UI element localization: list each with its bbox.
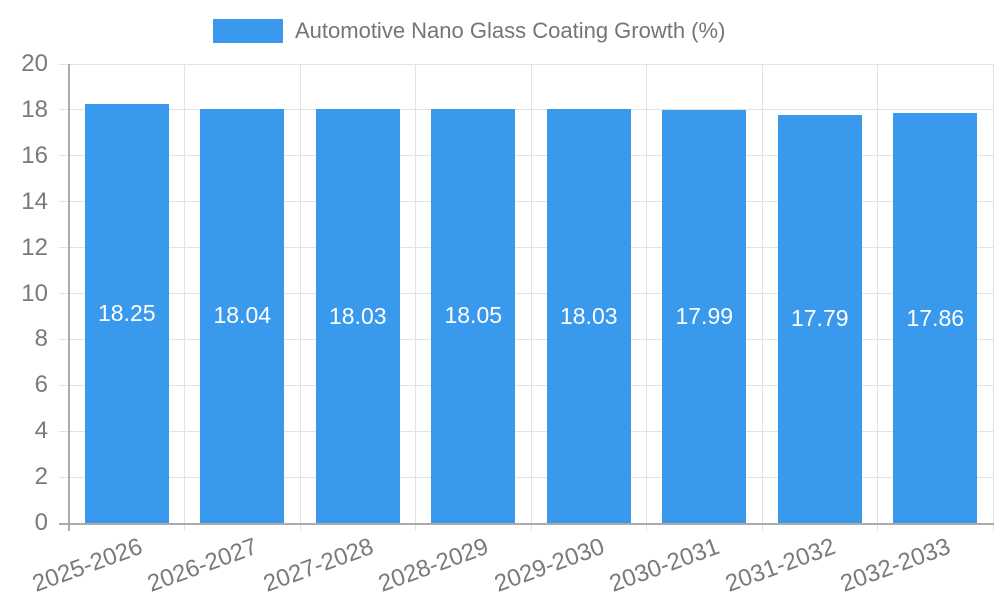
h-gridline	[59, 430, 993, 432]
x-tick-label: 2025-2026	[28, 533, 146, 598]
y-tick-label: 8	[34, 325, 48, 353]
v-gridline	[646, 64, 647, 531]
v-gridline	[299, 64, 301, 531]
x-tick-label: 2032-2033	[837, 533, 955, 598]
bar	[431, 108, 516, 523]
x-tick-label: 2027-2028	[259, 533, 377, 598]
bar	[893, 113, 978, 523]
y-tick-label: 14	[21, 187, 48, 215]
h-gridline	[59, 476, 993, 478]
h-gridline	[59, 247, 993, 249]
legend-item[interactable]: Automotive Nano Glass Coating Growth (%)	[213, 18, 725, 44]
bar	[662, 110, 747, 523]
h-gridline	[59, 384, 993, 386]
y-tick-label: 12	[21, 233, 48, 261]
y-tick-label: 18	[21, 95, 48, 123]
y-axis-line	[68, 64, 70, 531]
h-gridline	[59, 155, 993, 157]
bar-value-label: 17.86	[906, 304, 965, 331]
x-tick-label: 2028-2029	[375, 533, 493, 598]
y-tick-label: 6	[34, 371, 48, 399]
y-tick-label: 10	[21, 279, 48, 307]
h-gridline	[59, 109, 993, 111]
y-tick-label: 16	[21, 141, 48, 169]
bar-value-label: 18.03	[328, 302, 387, 329]
bar-value-label: 18.03	[559, 302, 618, 329]
bar-value-label: 18.25	[97, 300, 156, 327]
h-gridline	[59, 63, 993, 65]
y-tick-label: 2	[34, 463, 48, 491]
bar	[546, 109, 631, 523]
bar	[777, 114, 862, 523]
bar-value-label: 18.04	[213, 302, 272, 329]
v-gridline	[992, 64, 994, 531]
bar	[84, 104, 169, 523]
bar-value-label: 17.99	[675, 303, 734, 330]
legend-label: Automotive Nano Glass Coating Growth (%)	[295, 18, 726, 43]
v-gridline	[877, 64, 878, 531]
x-tick-label: 2031-2032	[721, 533, 839, 598]
x-tick-label: 2029-2030	[490, 533, 608, 598]
legend-swatch	[213, 19, 283, 43]
x-axis-line	[59, 523, 994, 525]
h-gridline	[59, 293, 993, 294]
y-tick-label: 0	[34, 509, 48, 536]
bar	[315, 109, 400, 523]
v-gridline	[415, 64, 416, 531]
v-gridline	[530, 64, 532, 531]
h-gridline	[59, 201, 993, 203]
v-gridline	[184, 64, 185, 531]
bar	[200, 108, 285, 523]
bar-value-label: 17.79	[790, 305, 849, 332]
x-tick-label: 2030-2031	[606, 533, 724, 598]
y-tick-label: 4	[34, 417, 48, 445]
y-tick-label: 20	[21, 50, 48, 77]
x-tick-label: 2026-2027	[144, 533, 262, 598]
v-gridline	[761, 64, 763, 531]
h-gridline	[59, 338, 993, 340]
bar-value-label: 18.05	[444, 302, 503, 329]
